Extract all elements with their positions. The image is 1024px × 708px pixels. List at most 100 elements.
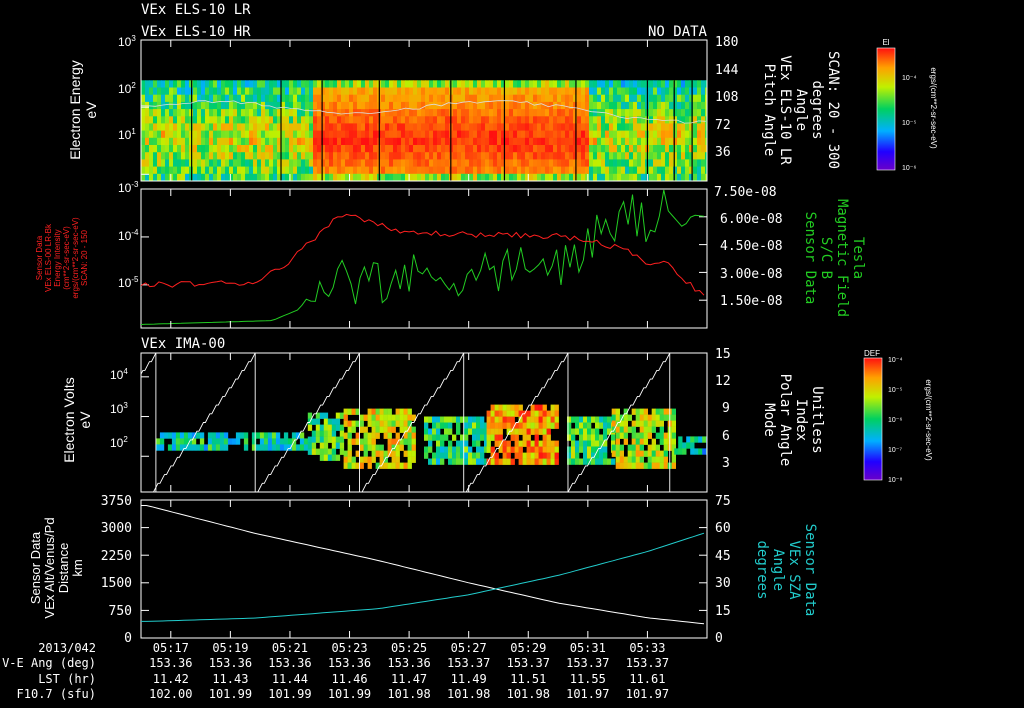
els-cell	[457, 152, 462, 160]
els-cell	[313, 145, 318, 153]
els-cell	[389, 109, 394, 117]
ima-cell	[255, 432, 261, 439]
ima-cell	[671, 456, 676, 463]
ima-cell	[476, 422, 481, 429]
els-cell	[185, 130, 190, 139]
els-cell	[497, 166, 502, 175]
ima-cell	[659, 414, 664, 421]
els-cell	[193, 137, 198, 146]
els-cell	[461, 159, 466, 168]
els-cell	[373, 101, 378, 110]
els-cell	[485, 101, 490, 110]
els-cell	[401, 166, 406, 175]
els-cell	[249, 123, 254, 132]
els-cell	[181, 137, 186, 146]
els-cell	[629, 87, 634, 96]
els-cell	[477, 123, 482, 132]
els-cell	[505, 137, 510, 146]
ima-cell	[335, 436, 341, 443]
time-axis-vea-7: 153.37	[566, 656, 609, 670]
els-cell	[661, 173, 666, 181]
ima-colorbar-title: DEF	[864, 349, 880, 358]
els-cell	[285, 145, 290, 153]
els-cell	[605, 80, 610, 88]
els-cell	[581, 94, 586, 103]
els-cell	[373, 116, 378, 124]
row-label-date: 2013/042	[38, 641, 96, 655]
els-cell	[605, 123, 610, 132]
ima-cell	[659, 462, 664, 469]
els-cell	[237, 80, 242, 88]
ima-cell	[639, 450, 644, 457]
els-cell	[437, 123, 442, 132]
ima-cell	[627, 426, 632, 433]
els-cell	[237, 159, 242, 168]
els-cell	[445, 101, 450, 110]
els-cell	[313, 101, 318, 110]
els-cell	[601, 80, 606, 88]
ima-cell	[476, 452, 481, 459]
panel4-frame	[140, 499, 708, 639]
ima-cell	[542, 410, 547, 417]
els-cell	[609, 145, 614, 153]
els-cell	[561, 145, 566, 153]
ima-cell	[615, 462, 620, 469]
els-cell	[681, 152, 686, 160]
els-cell	[193, 116, 198, 124]
els-cell	[665, 80, 670, 88]
els-rtick-72: 72	[715, 118, 731, 133]
els-cell	[389, 80, 394, 88]
els-cell	[185, 152, 190, 160]
els-cell	[201, 109, 206, 117]
ima-cell	[587, 446, 592, 453]
els-cell	[593, 145, 598, 153]
ima-cell	[331, 436, 337, 443]
els-cell	[373, 166, 378, 175]
els-cell	[437, 137, 442, 146]
els-cell	[613, 166, 618, 175]
ima-cell	[440, 440, 445, 447]
els-cell	[553, 145, 558, 153]
ima-cell	[538, 446, 543, 453]
ima-cell	[323, 412, 329, 419]
els-cell	[633, 166, 638, 175]
ima-cell	[587, 416, 592, 423]
els-cell	[321, 116, 326, 124]
els-cell	[433, 123, 438, 132]
ima-cell	[518, 458, 523, 465]
els-cell	[349, 152, 354, 160]
els-cell	[653, 80, 658, 88]
els-cell	[473, 87, 478, 96]
els-cell	[569, 116, 574, 124]
els-cell	[281, 152, 286, 160]
ima-cell	[411, 432, 416, 439]
ima-cell	[510, 446, 515, 453]
p2-ltick-3: 10-5	[118, 275, 139, 290]
ima-cell	[456, 422, 461, 429]
els-cell	[429, 137, 434, 146]
ima-cell	[534, 440, 539, 447]
els-cell	[417, 130, 422, 139]
els-cell	[537, 130, 542, 139]
els-cell	[689, 123, 694, 132]
els-cell	[413, 101, 418, 110]
els-cell	[681, 94, 686, 103]
time-axis-time-3: 05:23	[331, 641, 367, 655]
els-cell	[441, 166, 446, 175]
els-cell	[225, 137, 230, 146]
els-cell	[561, 166, 566, 175]
els-cell	[317, 101, 322, 110]
ima-cell	[424, 428, 429, 435]
els-cell	[529, 137, 534, 146]
els-cell	[561, 80, 566, 88]
els-cell	[437, 87, 442, 96]
els-cell	[697, 130, 702, 139]
els-cell	[253, 173, 258, 181]
ima-cell	[279, 444, 285, 451]
els-cell	[141, 173, 146, 181]
els-cell	[461, 130, 466, 139]
els-cell	[477, 116, 482, 124]
els-cell	[285, 166, 290, 175]
ima-cell	[490, 410, 495, 417]
els-cell	[569, 94, 574, 103]
